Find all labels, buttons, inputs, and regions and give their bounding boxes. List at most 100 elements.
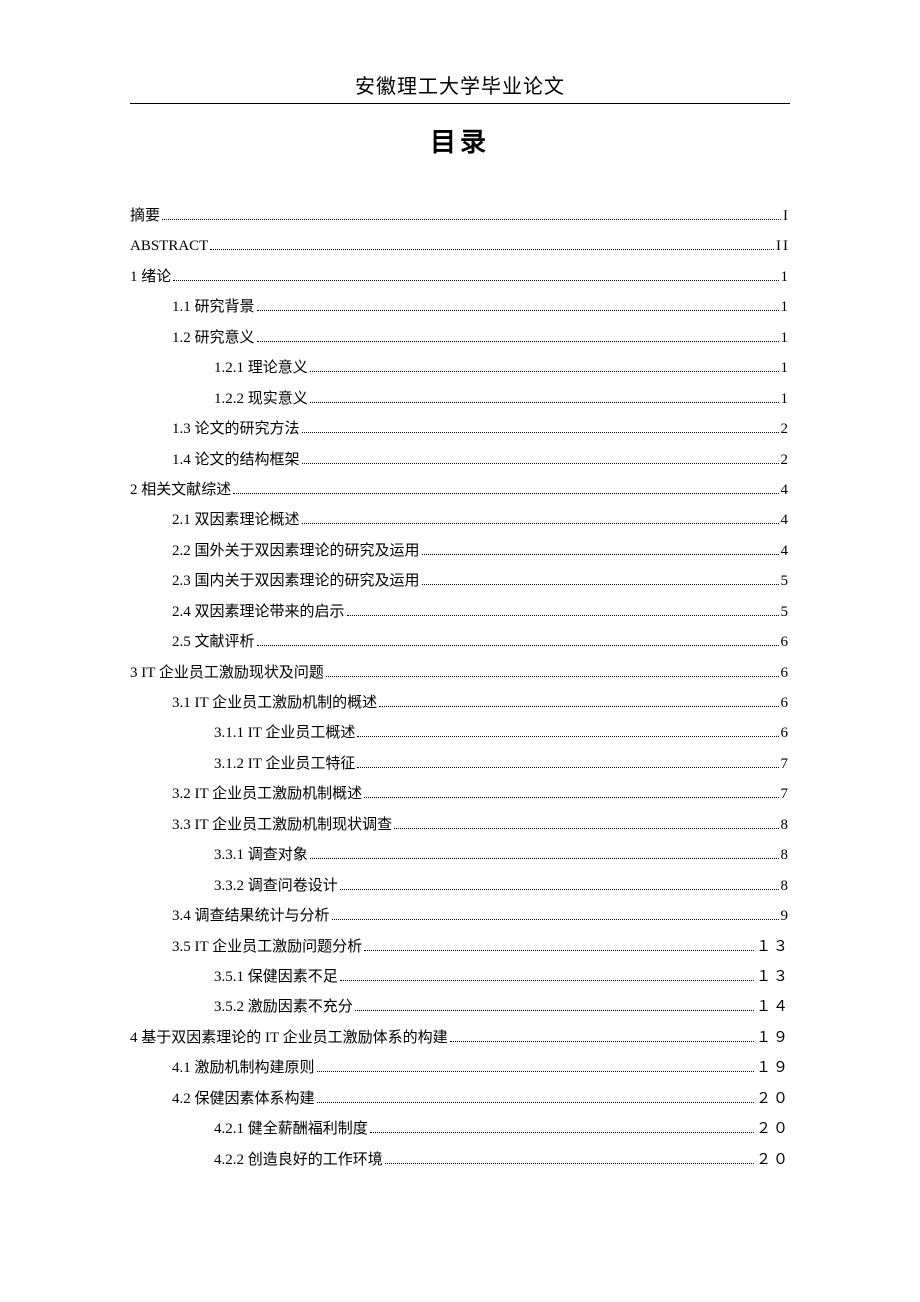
toc-row: 3.5 IT 企业员工激励问题分析 １３ [130,932,790,962]
toc-entry-label: 3.3.1 调查对象 [214,840,308,870]
toc-row: 4.2.2 创造良好的工作环境２０ [130,1145,790,1175]
toc-entry-page: I [783,201,790,231]
toc-entry-label: 2.5 文献评析 [172,627,255,657]
toc-leader-dots [355,1010,754,1011]
running-header: 安徽理工大学毕业论文 [130,70,790,104]
toc-leader-dots [364,797,778,798]
toc-entry-page: ２０ [756,1084,790,1114]
toc-entry-page: ２０ [756,1145,790,1175]
toc-entry-page: １９ [756,1023,790,1053]
toc-leader-dots [302,432,779,433]
toc-entry-label: 3.5.2 激励因素不充分 [214,992,353,1022]
toc-entry-label: 3.4 调查结果统计与分析 [172,901,330,931]
toc-entry-label: 1.2.1 理论意义 [214,353,308,383]
toc-row: 1.3 论文的研究方法 2 [130,414,790,444]
table-of-contents: 摘要IABSTRACTII1 绪论 1 1.1 研究背景 1 1.2 研究意义 1 1.2.… [130,201,790,1175]
toc-row: 1 绪论 1 [130,262,790,292]
toc-row: 3.5.1 保健因素不足 １３ [130,962,790,992]
toc-entry-label: 2.3 国内关于双因素理论的研究及运用 [172,566,420,596]
toc-entry-label: 4.2 保健因素体系构建 [172,1084,315,1114]
toc-leader-dots [379,706,778,707]
toc-row: 2.2 国外关于双因素理论的研究及运用4 [130,536,790,566]
toc-entry-label: 1.2 研究意义 [172,323,255,353]
toc-entry-page: 4 [781,505,791,535]
toc-entry-page: 6 [781,688,791,718]
toc-leader-dots [317,1102,754,1103]
toc-entry-page: 8 [781,840,791,870]
toc-row: 3.3.2 调查问卷设计8 [130,871,790,901]
toc-leader-dots [347,615,779,616]
toc-entry-label: 4.2.1 健全薪酬福利制度 [214,1114,368,1144]
toc-leader-dots [450,1041,754,1042]
toc-entry-page: 2 [781,445,791,475]
toc-leader-dots [326,676,779,677]
toc-row: 3.5.2 激励因素不充分 １４ [130,992,790,1022]
toc-entry-label: 3.1.2 IT 企业员工特征 [214,749,355,779]
toc-row: 4.2 保健因素体系构建 ２０ [130,1084,790,1114]
toc-entry-page: 7 [781,779,791,809]
toc-entry-label: 4.1 激励机制构建原则 [172,1053,315,1083]
toc-row: 2.4 双因素理论带来的启示5 [130,597,790,627]
toc-entry-page: 8 [781,871,791,901]
toc-entry-page: １３ [756,962,790,992]
toc-row: ABSTRACTII [130,231,790,261]
toc-entry-label: 4 基于双因素理论的 IT 企业员工激励体系的构建 [130,1023,448,1053]
toc-row: 4.1 激励机制构建原则１９ [130,1053,790,1083]
toc-row: 1.2 研究意义 1 [130,323,790,353]
toc-entry-label: 3.2 IT 企业员工激励机制概述 [172,779,362,809]
toc-leader-dots [310,858,779,859]
toc-entry-page: １４ [756,992,790,1022]
toc-entry-page: 1 [781,262,791,292]
toc-entry-page: 6 [781,718,791,748]
toc-entry-label: 3.1.1 IT 企业员工概述 [214,718,355,748]
toc-row: 3.1.1 IT 企业员工概述 6 [130,718,790,748]
toc-leader-dots [332,919,779,920]
toc-entry-label: 1 绪论 [130,262,171,292]
toc-entry-page: 2 [781,414,791,444]
toc-row: 1.4 论文的结构框架 2 [130,445,790,475]
toc-leader-dots [257,341,779,342]
toc-entry-label: 1.2.2 现实意义 [214,384,308,414]
page: 安徽理工大学毕业论文 目录 摘要IABSTRACTII1 绪论 1 1.1 研究背景… [0,0,920,1302]
toc-entry-page: 1 [781,323,791,353]
toc-entry-label: 1.3 论文的研究方法 [172,414,300,444]
toc-entry-page: 1 [781,353,791,383]
toc-entry-page: 1 [781,384,791,414]
toc-row: 3.3.1 调查对象 8 [130,840,790,870]
toc-title: 目录 [130,122,790,159]
toc-entry-label: ABSTRACT [130,231,208,261]
toc-entry-label: 2.4 双因素理论带来的启示 [172,597,345,627]
toc-entry-label: 3.5.1 保健因素不足 [214,962,338,992]
toc-row: 3.2 IT 企业员工激励机制概述 7 [130,779,790,809]
toc-entry-label: 3.3 IT 企业员工激励机制现状调查 [172,810,392,840]
toc-leader-dots [302,463,779,464]
toc-leader-dots [257,310,779,311]
toc-entry-page: 5 [781,566,791,596]
toc-leader-dots [340,980,754,981]
toc-leader-dots [210,249,774,250]
toc-entry-page: １３ [756,932,790,962]
toc-leader-dots [233,493,778,494]
toc-entry-page: 9 [781,901,791,931]
toc-row: 3 IT 企业员工激励现状及问题6 [130,658,790,688]
toc-leader-dots [162,219,781,220]
toc-entry-page: 4 [781,475,791,505]
toc-entry-label: 1.4 论文的结构框架 [172,445,300,475]
toc-leader-dots [394,828,778,829]
toc-entry-label: 3.5 IT 企业员工激励问题分析 [172,932,362,962]
toc-row: 2.1 双因素理论概述4 [130,505,790,535]
toc-leader-dots [385,1163,754,1164]
toc-row: 摘要I [130,201,790,231]
toc-row: 4.2.1 健全薪酬福利制度２０ [130,1114,790,1144]
toc-entry-page: 7 [781,749,791,779]
toc-entry-label: 1.1 研究背景 [172,292,255,322]
toc-entry-page: 6 [781,658,791,688]
toc-row: 3.1.2 IT 企业员工特征 7 [130,749,790,779]
toc-entry-label: 2.2 国外关于双因素理论的研究及运用 [172,536,420,566]
toc-row: 3.1 IT 企业员工激励机制的概述6 [130,688,790,718]
toc-leader-dots [257,645,779,646]
toc-leader-dots [422,554,779,555]
toc-entry-label: 2 相关文献综述 [130,475,231,505]
toc-row: 3.4 调查结果统计与分析 9 [130,901,790,931]
toc-leader-dots [357,767,778,768]
